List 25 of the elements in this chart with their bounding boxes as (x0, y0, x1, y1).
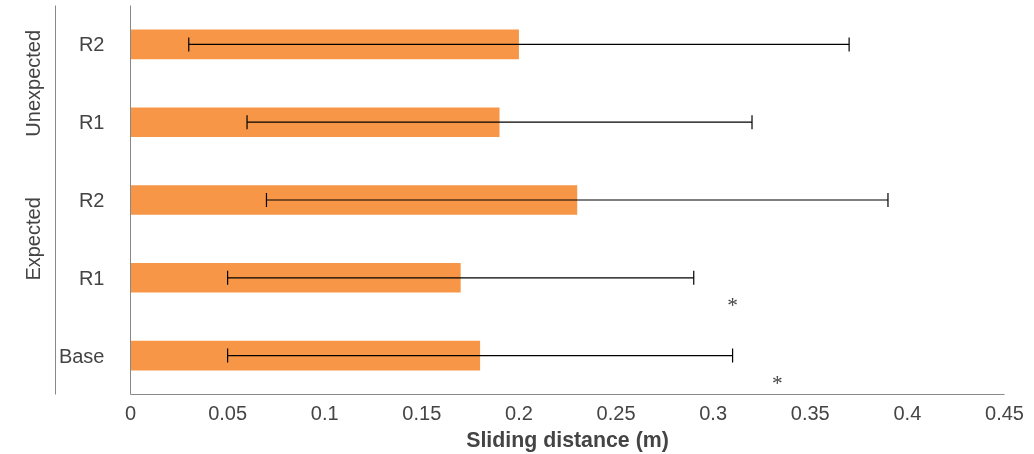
x-tick-label: 0.05 (208, 401, 248, 424)
annotation: * (727, 293, 738, 318)
bar (130, 185, 578, 215)
x-tick-label: 0.3 (699, 401, 728, 424)
text: Expected (22, 197, 45, 281)
bar (130, 263, 461, 293)
x-tick-label: 0.1 (310, 401, 339, 424)
x-axis-title: Sliding distance (m) (466, 427, 669, 452)
bar (130, 29, 519, 60)
x-tick-label: 0.45 (985, 401, 1024, 424)
x-tick-label: 0.25 (596, 401, 636, 424)
bar (130, 340, 481, 371)
bar (130, 107, 500, 137)
y-tick-label: Base (58, 344, 105, 367)
x-tick-label: 0.35 (790, 401, 830, 424)
x-tick-label: 0.15 (402, 401, 442, 424)
x-tick-label: 0.2 (505, 401, 533, 424)
text: Unexpected (22, 29, 45, 137)
y-tick-label: R2 (78, 33, 105, 56)
y-tick-label: R2 (78, 189, 105, 211)
x-tick-label: 0.4 (893, 401, 922, 424)
y-tick-label: R1 (78, 111, 105, 134)
annotation: * (771, 370, 783, 395)
y-tick-label: R1 (78, 266, 105, 289)
x-tick-label: 0 (124, 401, 137, 424)
